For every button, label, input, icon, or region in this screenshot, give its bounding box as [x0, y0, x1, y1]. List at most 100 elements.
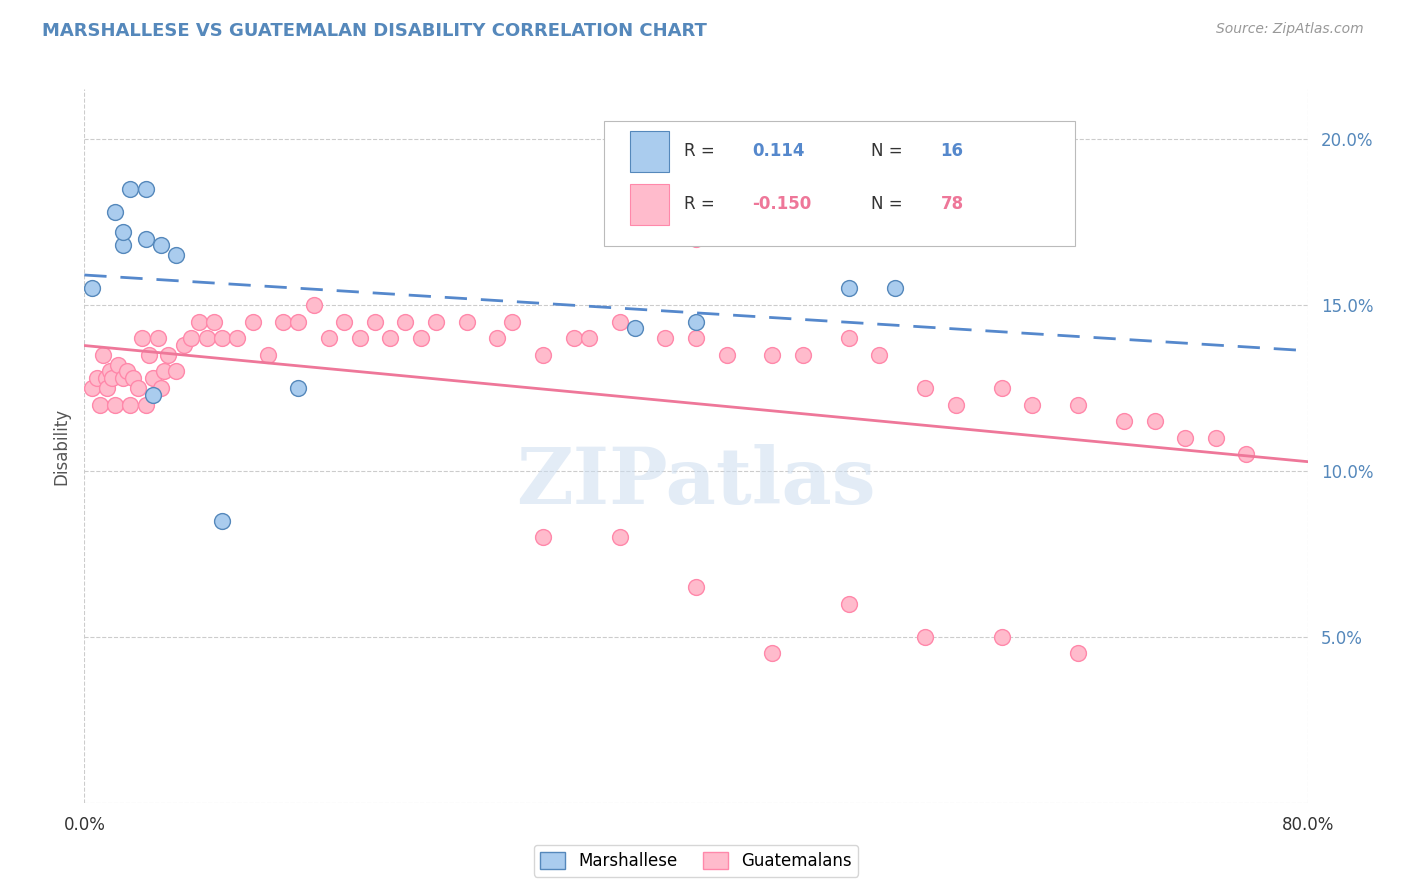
Point — [792, 348, 814, 362]
Point — [609, 530, 631, 544]
Point — [838, 331, 860, 345]
Point — [165, 248, 187, 262]
Point — [131, 331, 153, 345]
Point — [188, 314, 211, 328]
Point — [914, 381, 936, 395]
Point — [716, 348, 738, 362]
Point — [135, 231, 157, 245]
Point — [271, 314, 294, 328]
Point — [869, 348, 891, 362]
Point — [654, 331, 676, 345]
Point — [111, 371, 134, 385]
Point — [96, 381, 118, 395]
Point — [157, 348, 180, 362]
Point — [502, 314, 524, 328]
Point — [111, 238, 134, 252]
Point — [914, 630, 936, 644]
Point — [1143, 414, 1166, 428]
Point — [761, 348, 783, 362]
Point — [115, 364, 138, 378]
Legend: Marshallese, Guatemalans: Marshallese, Guatemalans — [533, 845, 859, 877]
Point — [101, 371, 124, 385]
Point — [685, 231, 707, 245]
Text: -0.150: -0.150 — [752, 195, 811, 213]
Point — [838, 281, 860, 295]
Text: 78: 78 — [941, 195, 963, 213]
Text: MARSHALLESE VS GUATEMALAN DISABILITY CORRELATION CHART: MARSHALLESE VS GUATEMALAN DISABILITY COR… — [42, 22, 707, 40]
Point — [624, 321, 647, 335]
Point — [122, 371, 145, 385]
Point — [135, 397, 157, 411]
Point — [120, 397, 142, 411]
Point — [142, 387, 165, 401]
Point — [242, 314, 264, 328]
Point — [991, 630, 1014, 644]
Text: N =: N = — [870, 143, 908, 161]
Point — [211, 331, 233, 345]
Point — [211, 514, 233, 528]
Point — [578, 331, 600, 345]
Point — [135, 182, 157, 196]
Point — [287, 314, 309, 328]
Point — [80, 281, 103, 295]
Point — [1174, 431, 1197, 445]
Point — [80, 381, 103, 395]
Point — [287, 381, 309, 395]
Point — [173, 338, 195, 352]
Text: 16: 16 — [941, 143, 963, 161]
Point — [562, 331, 585, 345]
Point — [257, 348, 280, 362]
Point — [945, 397, 967, 411]
Text: Source: ZipAtlas.com: Source: ZipAtlas.com — [1216, 22, 1364, 37]
Point — [153, 364, 176, 378]
Point — [1114, 414, 1136, 428]
Point — [86, 371, 108, 385]
Point — [146, 331, 169, 345]
Point — [104, 205, 127, 219]
Point — [195, 331, 218, 345]
Point — [364, 314, 387, 328]
Point — [226, 331, 249, 345]
Point — [1234, 447, 1257, 461]
FancyBboxPatch shape — [605, 121, 1076, 246]
Point — [349, 331, 371, 345]
Point — [409, 331, 432, 345]
Y-axis label: Disability: Disability — [52, 408, 70, 484]
Point — [98, 364, 121, 378]
Point — [138, 348, 160, 362]
Point — [1067, 397, 1090, 411]
Point — [202, 314, 225, 328]
Point — [91, 348, 114, 362]
Point — [111, 225, 134, 239]
Point — [425, 314, 447, 328]
Point — [107, 358, 129, 372]
FancyBboxPatch shape — [630, 130, 669, 172]
Text: R =: R = — [683, 143, 720, 161]
Point — [685, 314, 707, 328]
Point — [838, 597, 860, 611]
Point — [531, 348, 554, 362]
Point — [685, 580, 707, 594]
Point — [380, 331, 402, 345]
Point — [318, 331, 340, 345]
Point — [531, 530, 554, 544]
Point — [180, 331, 202, 345]
Point — [394, 314, 416, 328]
Point — [302, 298, 325, 312]
Point — [883, 281, 905, 295]
Text: R =: R = — [683, 195, 720, 213]
Point — [333, 314, 356, 328]
Point — [89, 397, 111, 411]
Point — [991, 381, 1014, 395]
Point — [142, 371, 165, 385]
Point — [456, 314, 478, 328]
Point — [127, 381, 149, 395]
Text: N =: N = — [870, 195, 908, 213]
Point — [104, 397, 127, 411]
Point — [1067, 647, 1090, 661]
Point — [1205, 431, 1227, 445]
Point — [914, 215, 936, 229]
Point — [761, 647, 783, 661]
Text: ZIPatlas: ZIPatlas — [516, 443, 876, 520]
Text: 0.114: 0.114 — [752, 143, 804, 161]
